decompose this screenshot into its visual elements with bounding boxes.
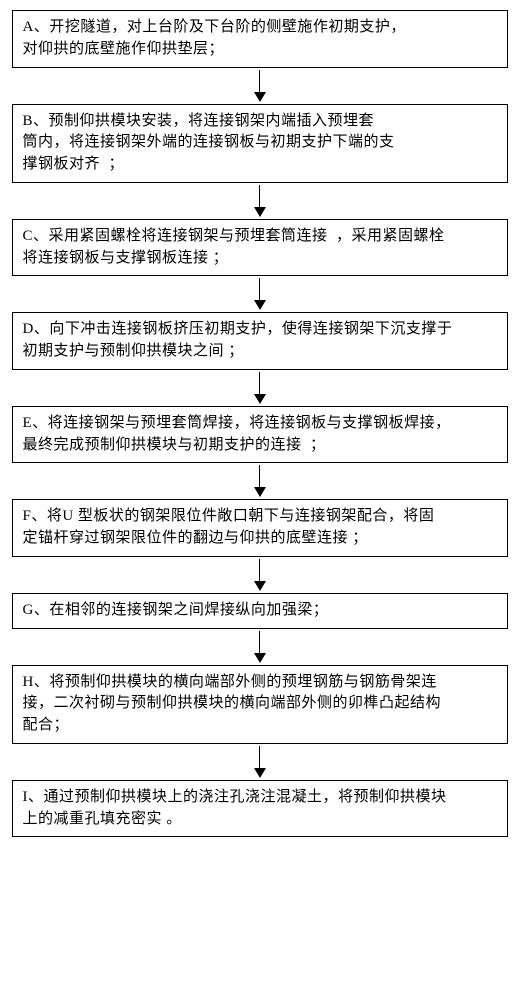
step-A: A、开挖隧道，对上台阶及下台阶的侧壁施作初期支护， 对仰拱的底壁施作仰拱垫层； (12, 10, 508, 68)
step-H: H、将预制仰拱模块的横向端部外侧的预埋钢筋与钢筋骨架连 接，二次衬砌与预制仰拱模… (12, 665, 508, 744)
step-G: G、在相邻的连接钢架之间焊接纵向加强梁； (12, 593, 508, 629)
step-B: B、预制仰拱模块安装，将连接钢架内端插入预埋套 筒内，将连接钢架外端的连接钢板与… (12, 104, 508, 183)
arrow-F-G (254, 559, 266, 591)
arrow-G-H (254, 631, 266, 663)
step-F: F、将U 型板状的钢架限位件敞口朝下与连接钢架配合，将固 定锚杆穿过钢架限位件的… (12, 499, 508, 557)
flowchart: A、开挖隧道，对上台阶及下台阶的侧壁施作初期支护， 对仰拱的底壁施作仰拱垫层； … (0, 0, 519, 847)
step-D: D、向下冲击连接钢板挤压初期支护，使得连接钢架下沉支撑于 初期支护与预制仰拱模块… (12, 312, 508, 370)
arrow-B-C (254, 185, 266, 217)
step-I: I、通过预制仰拱模块上的浇注孔浇注混凝土，将预制仰拱模块 上的减重孔填充密实 。 (12, 780, 508, 838)
step-E: E、将连接钢架与预埋套筒焊接，将连接钢板与支撑钢板焊接， 最终完成预制仰拱模块与… (12, 406, 508, 464)
arrow-A-B (254, 70, 266, 102)
step-C: C、采用紧固螺栓将连接钢架与预埋套筒连接 ，采用紧固螺栓 将连接钢板与支撑钢板连… (12, 219, 508, 277)
arrow-D-E (254, 372, 266, 404)
arrow-C-D (254, 278, 266, 310)
arrow-H-I (254, 746, 266, 778)
arrow-E-F (254, 465, 266, 497)
